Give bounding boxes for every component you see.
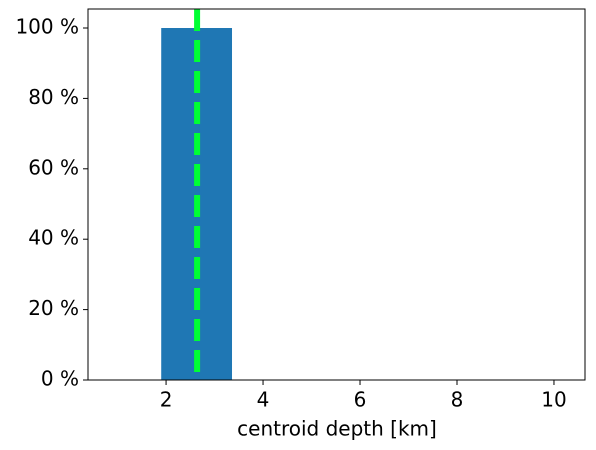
y-tick-label: 20 % xyxy=(28,296,79,320)
y-tick-label: 60 % xyxy=(28,155,79,179)
plot-frame xyxy=(87,8,586,381)
x-tick-label: 10 xyxy=(541,388,566,412)
y-tick-label: 80 % xyxy=(28,85,79,109)
y-tick-label: 40 % xyxy=(28,226,79,250)
x-axis-label: centroid depth [km] xyxy=(237,417,437,441)
x-tick-label: 8 xyxy=(451,388,464,412)
x-tick-label: 6 xyxy=(354,388,367,412)
y-tick-label: 100 % xyxy=(15,15,79,39)
y-tick-label: 0 % xyxy=(41,367,79,391)
x-tick-label: 4 xyxy=(257,388,270,412)
x-tick-label: 2 xyxy=(160,388,173,412)
